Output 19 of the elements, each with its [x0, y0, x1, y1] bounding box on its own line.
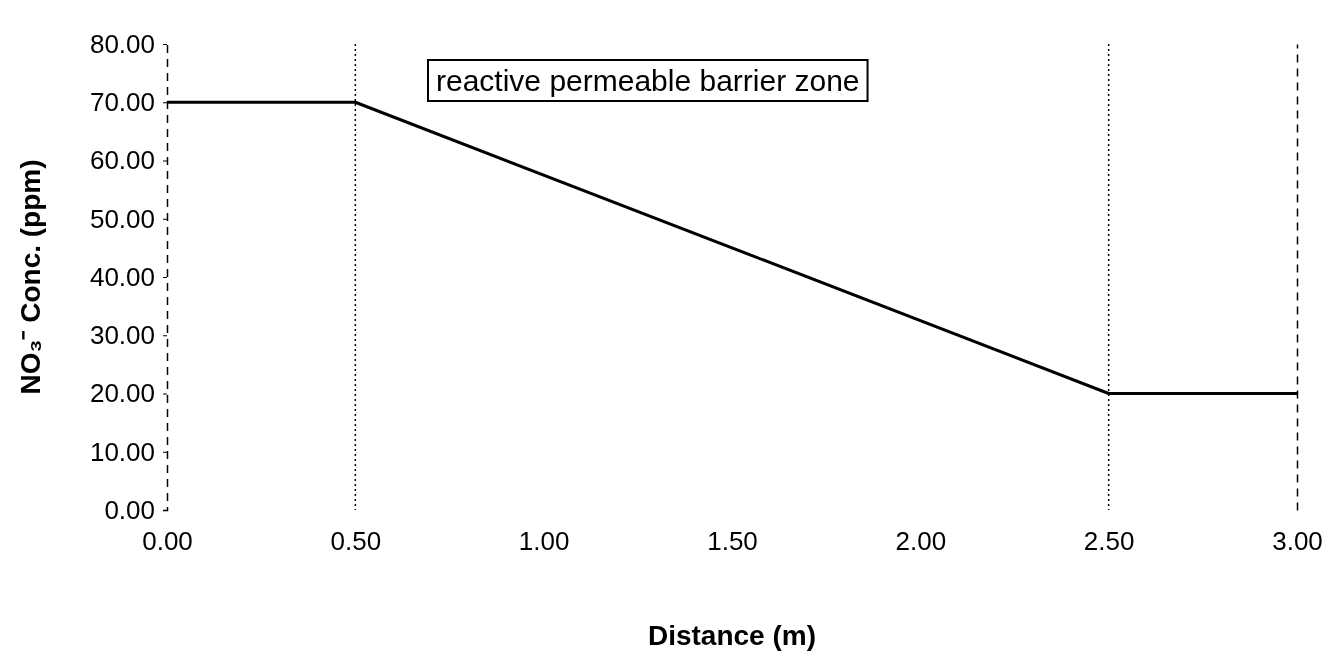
y-tick-label: 50.00 — [89, 203, 155, 234]
y-tick-label: 20.00 — [89, 378, 155, 409]
annotation: reactive permeable barrier zone — [436, 64, 860, 97]
x-tick-label: 1.50 — [707, 526, 758, 557]
x-tick-label: 2.50 — [1083, 526, 1135, 557]
x-tick-label: 2.00 — [895, 526, 947, 557]
y-tick-label: 10.00 — [89, 436, 155, 467]
y-tick-label: 60.00 — [89, 145, 155, 176]
x-tick-label: 3.00 — [1272, 526, 1323, 557]
y-tick-label: 40.00 — [89, 261, 155, 292]
y-tick-label: 80.00 — [89, 28, 155, 59]
y-tick-label: 0.00 — [104, 494, 155, 525]
y-tick-label: 30.00 — [89, 320, 155, 351]
y-tick-label: 70.00 — [89, 87, 155, 118]
x-axis-title: Distance (m) — [647, 620, 817, 651]
x-tick-label: 0.50 — [330, 526, 382, 557]
x-tick-label: 0.00 — [142, 526, 193, 557]
y-axis-title: NO₃⁻ Conc. (ppm) — [15, 159, 46, 395]
x-tick-label: 1.00 — [518, 526, 570, 557]
